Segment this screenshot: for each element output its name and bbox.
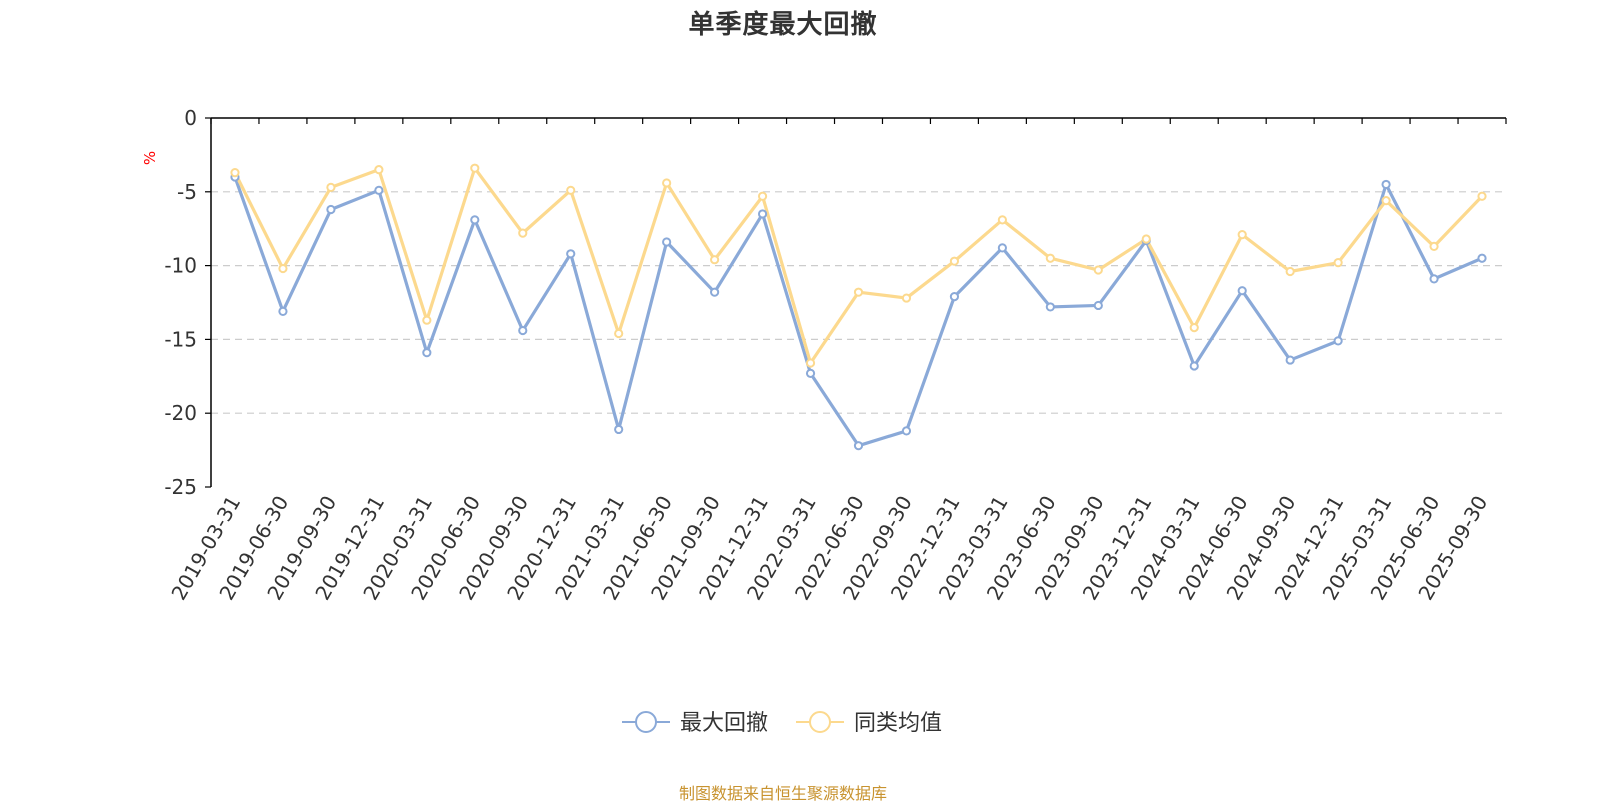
legend-item-0[interactable]: 最大回撤 [622,711,768,736]
data-point [326,182,336,192]
data-point [518,325,528,336]
y-tick-label: -25 [164,475,197,499]
data-point [614,328,624,339]
data-point [949,256,960,266]
data-point [1093,265,1103,275]
data-point [470,215,480,225]
data-point [662,237,672,247]
legend: 最大回撤 同类均值 [622,711,942,736]
data-point [805,368,816,378]
data-point [1093,300,1103,311]
data-point [1381,179,1391,190]
data-point [757,209,768,219]
data-point [853,287,864,297]
data-point [374,185,384,195]
data-point [1333,336,1343,346]
data-point [1381,196,1391,206]
chart-title: 单季度最大回撤 [688,10,878,40]
data-point [1141,234,1151,244]
data-point [614,424,624,435]
data-point [853,441,864,451]
data-point [326,204,336,215]
data-point [470,163,480,173]
data-point [422,315,432,325]
y-tick-label: -10 [164,254,197,278]
y-unit-label: % [141,151,159,165]
data-point [805,358,816,368]
y-tick-label: 0 [184,106,197,130]
data-point [997,215,1007,225]
data-point [710,255,720,265]
data-point [1237,286,1247,296]
data-point [1285,355,1295,365]
data-point [1285,266,1295,277]
data-point [1045,302,1055,312]
legend-label: 最大回撤 [680,711,768,736]
series-lines [230,163,1487,451]
data-point [518,228,528,238]
data-point [566,185,576,195]
data-point [710,287,720,297]
y-tick-label: -5 [177,180,197,204]
data-point [1189,361,1199,371]
grid-lines [211,191,1506,414]
data-point [422,348,432,358]
data-point [1045,253,1055,263]
data-point [1429,241,1439,252]
data-point [278,263,288,274]
data-point [1429,274,1439,284]
data-point [1189,322,1199,333]
data-point [230,168,240,178]
data-point [901,426,912,436]
legend-marker-icon [809,711,831,733]
data-point [278,306,288,316]
data-point [901,293,912,303]
source-note: 制图数据来自恒生聚源数据库 [678,784,887,803]
y-tick-label: -20 [164,401,197,425]
data-point [1477,191,1487,201]
data-point [949,291,960,302]
data-point [1237,230,1247,240]
y-tick-label: -15 [164,327,197,351]
legend-item-1[interactable]: 同类均值 [796,711,942,736]
data-point [566,249,576,259]
series-line-0 [233,176,1483,448]
data-point [1477,253,1487,263]
legend-label: 同类均值 [854,711,942,736]
legend-marker-icon [635,711,657,733]
data-point [1333,258,1343,268]
data-point [757,191,768,201]
data-point [997,243,1007,253]
data-point [662,178,672,188]
data-point [374,165,384,175]
